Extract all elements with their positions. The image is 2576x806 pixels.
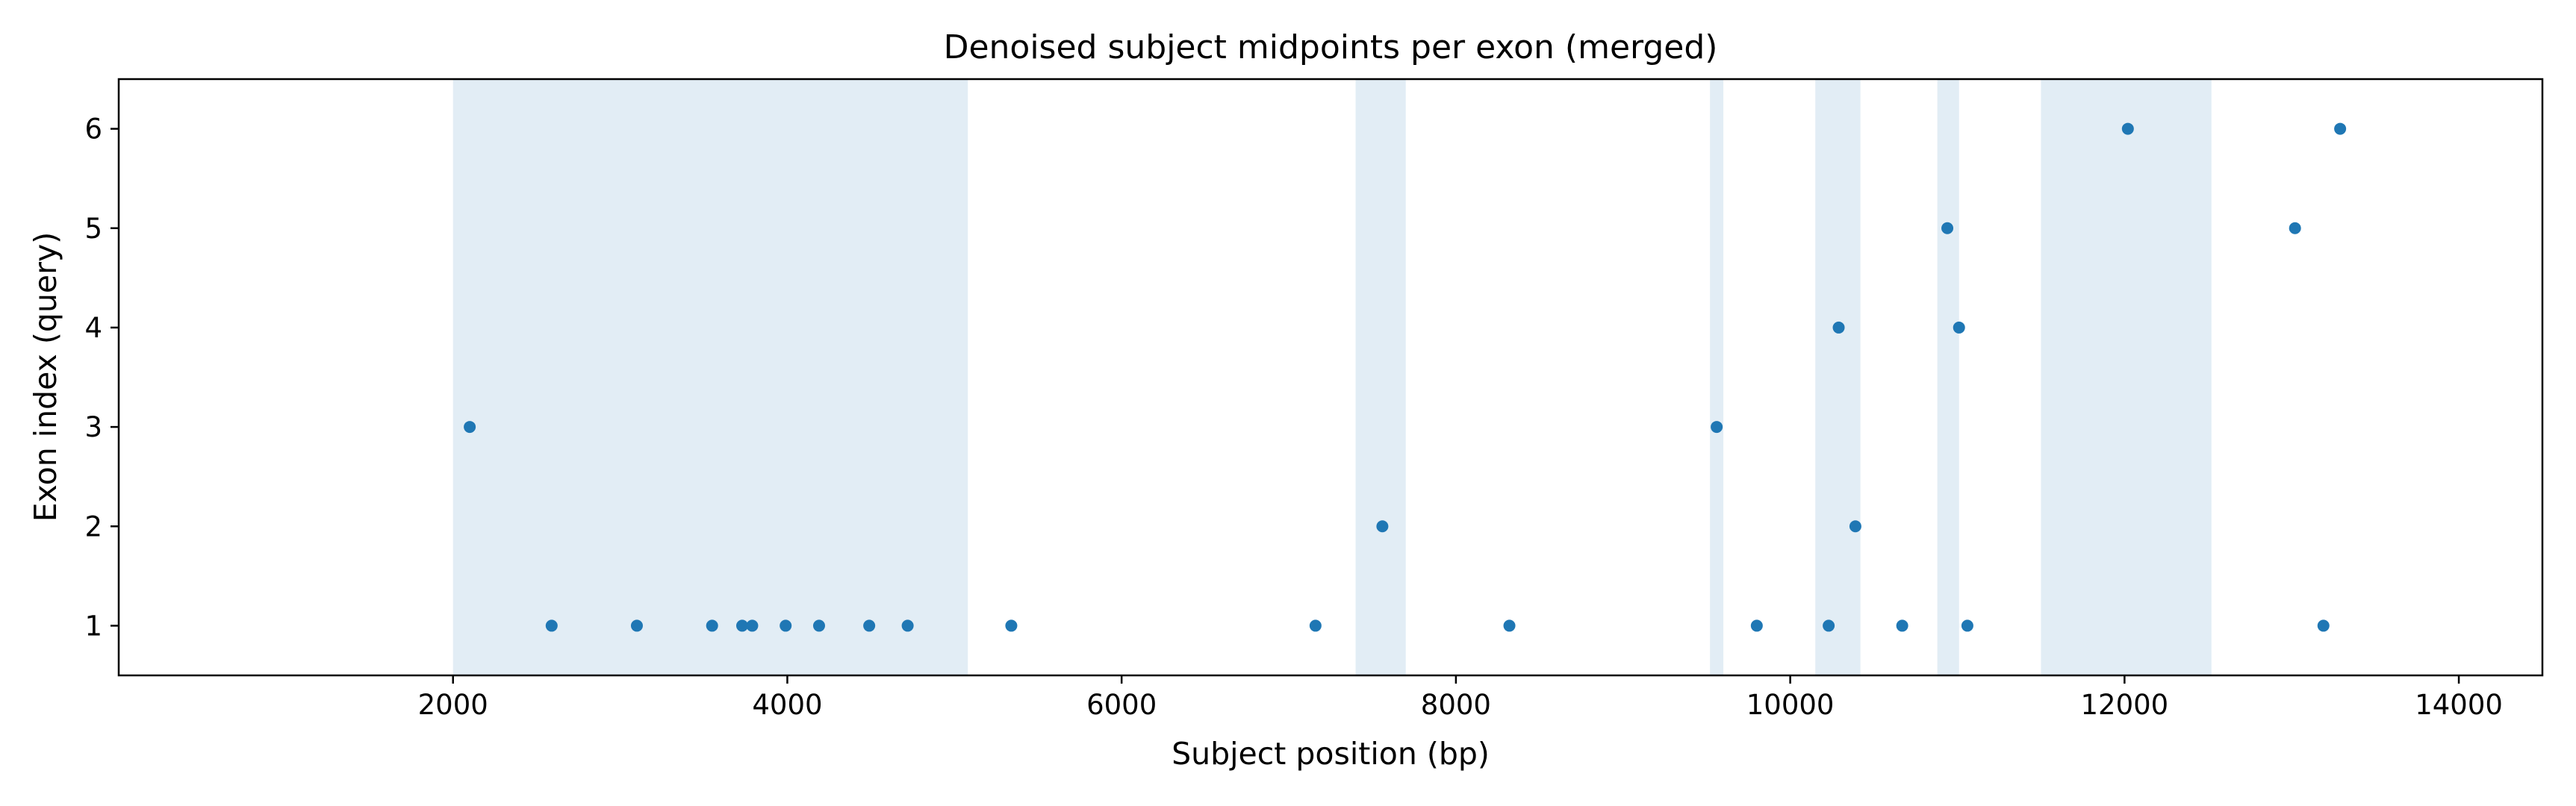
- data-point-26: [2317, 619, 2330, 632]
- shaded-region-5: [1937, 79, 1959, 675]
- data-point-22: [1953, 321, 1965, 334]
- data-point-13: [1376, 520, 1389, 533]
- shaded-regions: [452, 79, 2212, 675]
- x-tick-label: 8000: [1421, 689, 1491, 721]
- data-point-15: [1711, 421, 1723, 434]
- y-tick-label: 1: [84, 610, 102, 642]
- data-point-9: [863, 619, 876, 632]
- x-tick-label: 10000: [1746, 689, 1835, 721]
- x-tick-label: 2000: [418, 689, 488, 721]
- y-tick-label: 4: [84, 312, 102, 344]
- x-tick-label: 14000: [2415, 689, 2503, 721]
- y-tick-label: 2: [84, 510, 102, 543]
- data-point-27: [2334, 122, 2347, 135]
- data-point-2: [545, 619, 558, 632]
- chart-title: Denoised subject midpoints per exon (mer…: [944, 28, 1718, 66]
- y-tick-label: 5: [84, 213, 102, 245]
- data-point-4: [706, 619, 718, 632]
- data-point-10: [901, 619, 914, 632]
- data-point-1: [464, 421, 476, 434]
- shaded-region-3: [1710, 79, 1724, 675]
- data-point-25: [2289, 222, 2301, 234]
- shaded-region-6: [2041, 79, 2212, 675]
- data-point-21: [1941, 222, 1954, 234]
- data-point-6: [746, 619, 759, 632]
- data-point-5: [736, 619, 749, 632]
- x-axis-ticks: 2000 4000 6000 8000 10000 12000 14000: [418, 675, 2503, 721]
- data-point-14: [1503, 619, 1516, 632]
- y-tick-label: 6: [84, 113, 102, 146]
- data-point-18: [1832, 321, 1845, 334]
- y-axis-title: Exon index (query): [28, 232, 63, 522]
- data-point-7: [780, 619, 792, 632]
- y-tick-label: 3: [84, 411, 102, 443]
- shaded-region-4: [1815, 79, 1861, 675]
- y-axis-ticks: 1 2 3 4 5 6: [84, 113, 119, 642]
- x-tick-label: 4000: [752, 689, 822, 721]
- shaded-region-2: [1355, 79, 1406, 675]
- data-point-3: [630, 619, 643, 632]
- x-axis-title: Subject position (bp): [1172, 736, 1490, 772]
- data-point-12: [1309, 619, 1322, 632]
- data-point-8: [812, 619, 825, 632]
- plot-frame: [117, 78, 2544, 677]
- shaded-region-1: [452, 79, 968, 675]
- x-tick-label: 6000: [1086, 689, 1157, 721]
- data-point-23: [1961, 619, 1973, 632]
- data-point-16: [1750, 619, 1763, 632]
- data-point-17: [1823, 619, 1835, 632]
- data-point-20: [1896, 619, 1908, 632]
- data-point-11: [1005, 619, 1018, 632]
- data-point-19: [1849, 520, 1861, 533]
- x-tick-label: 12000: [2080, 689, 2168, 721]
- data-point-24: [2121, 122, 2134, 135]
- data-points: [464, 122, 2347, 632]
